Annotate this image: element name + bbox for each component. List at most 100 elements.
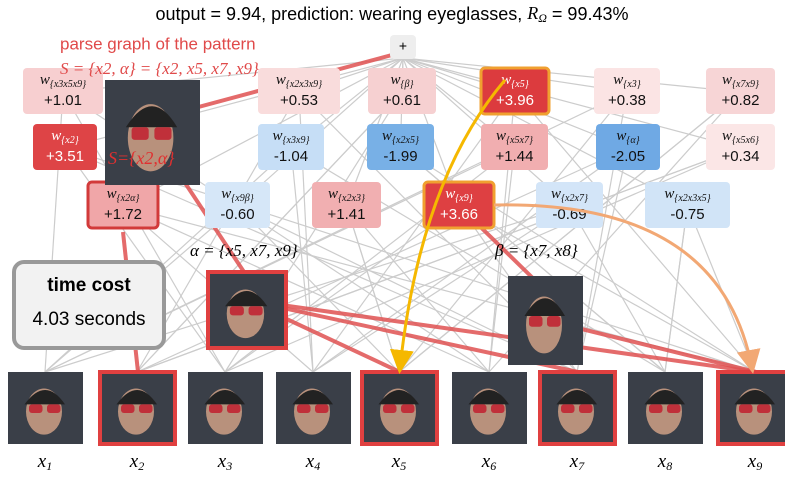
face-image: [540, 372, 615, 444]
weight-value: +0.82: [722, 92, 760, 109]
symbol: w: [613, 72, 623, 88]
glasses: [561, 404, 575, 413]
glasses: [249, 306, 263, 315]
face-image: [508, 276, 583, 365]
face-image: [208, 272, 286, 348]
symbol: w: [391, 72, 401, 88]
symbol: w: [40, 72, 50, 88]
subscript: 4: [314, 459, 320, 473]
weight-value: -1.99: [383, 148, 417, 165]
weight-value: -0.60: [220, 206, 254, 223]
face-image: [188, 372, 263, 444]
subscript: {x5x7}: [506, 135, 533, 146]
glasses: [47, 404, 61, 413]
subscript: 7: [578, 459, 585, 473]
subscript: {x9β}: [231, 193, 253, 204]
face-image: [628, 372, 703, 444]
face-image: [452, 372, 527, 444]
subscript: 9: [756, 459, 762, 473]
patch-label: x3: [217, 451, 232, 472]
subscript: {x2x3x9}: [286, 79, 322, 90]
weight-value: +3.66: [440, 206, 478, 223]
glasses: [383, 404, 397, 413]
subscript: 3: [225, 459, 232, 473]
patch-label: x6: [481, 451, 496, 472]
symbol: w: [382, 128, 392, 144]
subscript: {x9}: [455, 193, 472, 204]
symbol: w: [328, 186, 338, 202]
glasses: [667, 404, 681, 413]
subscript: {x3}: [623, 79, 640, 90]
subscript: {x3x5x9}: [50, 79, 86, 90]
weight-value: +3.96: [496, 92, 534, 109]
face-image: [276, 372, 351, 444]
alpha-label: α = {x5, x7, x9}: [190, 241, 298, 260]
glasses: [139, 404, 153, 413]
annotation: parse graph of the pattern: [60, 34, 256, 53]
glasses: [739, 404, 753, 413]
edge: [403, 58, 741, 92]
symbol: w: [107, 186, 117, 202]
weight-value: +0.53: [280, 92, 318, 109]
subscript: 2: [138, 459, 144, 473]
subscript: {α}: [626, 135, 639, 146]
symbol: w: [551, 186, 561, 202]
subscript: 8: [666, 459, 672, 473]
weight-value: +1.01: [44, 92, 82, 109]
glasses: [227, 404, 241, 413]
weight-value: +1.72: [104, 206, 142, 223]
patch-label: x7: [569, 451, 585, 472]
subscript: {x2x3}: [338, 193, 365, 204]
glasses: [579, 404, 593, 413]
glasses: [401, 404, 415, 413]
subscript: {x2}: [61, 135, 78, 146]
symbol: w: [496, 128, 506, 144]
glasses: [121, 404, 135, 413]
diagram: w{x3x5x9}+1.01w{x2x3x9}+0.53w{β}+0.61w{x…: [0, 0, 785, 480]
glasses: [649, 404, 663, 413]
symbol: w: [51, 128, 61, 144]
symbol: w: [221, 186, 231, 202]
glasses: [547, 316, 561, 327]
beta-label: β = {x7, x8}: [494, 241, 578, 260]
patch-label: x8: [657, 451, 672, 472]
subscript: {x7x9}: [732, 79, 759, 90]
face-image: [105, 80, 200, 185]
symbol: w: [276, 72, 286, 88]
symbol: w: [664, 186, 674, 202]
face-image: [718, 372, 785, 444]
symbol: w: [273, 128, 283, 144]
image-label: S={x2,α}: [108, 148, 175, 168]
subscript: {x2x5}: [392, 135, 419, 146]
subscript: {x2x7}: [561, 193, 588, 204]
time-cost-value: 4.03 seconds: [32, 309, 145, 330]
glasses: [29, 404, 43, 413]
subscript: {x2x3x5}: [674, 193, 710, 204]
subscript: 5: [400, 459, 406, 473]
weight-value: -1.04: [274, 148, 308, 165]
weight-value: -2.05: [611, 148, 645, 165]
weight-value: +0.38: [608, 92, 646, 109]
patch-label: x1: [37, 451, 52, 472]
glasses: [209, 404, 223, 413]
patch-label: x9: [747, 451, 762, 472]
glasses: [473, 404, 487, 413]
subscript: {x3x9}: [283, 135, 310, 146]
face-image: [100, 372, 175, 444]
weight-value: +1.41: [328, 206, 366, 223]
glasses: [315, 404, 329, 413]
edge: [347, 206, 400, 372]
subscript: {x2α}: [117, 193, 140, 204]
glasses: [529, 316, 543, 327]
subscript: {x5x6}: [732, 135, 759, 146]
weight-value: -0.75: [670, 206, 704, 223]
subscript: {x5}: [511, 79, 528, 90]
subscript: 1: [46, 459, 52, 473]
patch-label: x2: [129, 451, 144, 472]
weight-value: +1.44: [496, 148, 534, 165]
glasses: [154, 127, 171, 140]
glasses: [132, 127, 149, 140]
edge: [459, 206, 755, 372]
subscript: {β}: [401, 79, 414, 90]
patch-label: x5: [391, 451, 406, 472]
